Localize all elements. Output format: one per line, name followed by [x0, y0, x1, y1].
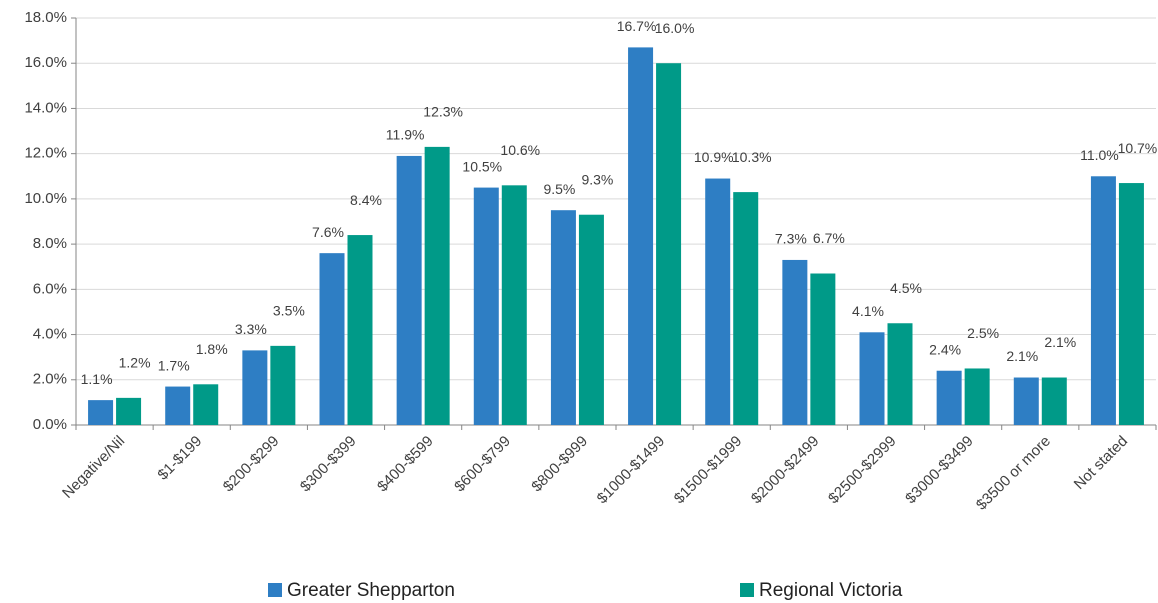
bar: [656, 63, 682, 425]
value-label: 2.4%: [929, 341, 961, 357]
bar: [396, 155, 422, 425]
bar: [964, 368, 990, 425]
value-label: 1.7%: [158, 357, 190, 373]
bar: [1090, 176, 1116, 425]
x-tick-label: Not stated: [1071, 433, 1131, 493]
bar: [578, 214, 604, 425]
value-label: 3.5%: [273, 303, 305, 319]
x-tick-label: $800-$999: [528, 433, 591, 496]
x-tick-label: $300-$399: [297, 433, 360, 496]
x-tick-label: $2500-$2999: [825, 433, 900, 508]
y-tick-label: 0.0%: [33, 416, 67, 433]
value-label: 9.3%: [581, 171, 613, 187]
value-label: 7.6%: [312, 224, 344, 240]
legend-item: Greater Shepparton: [268, 580, 455, 601]
value-label: 11.9%: [386, 127, 425, 143]
x-tick-label: $1000-$1499: [594, 433, 669, 508]
x-tick-label: Negative/Nil: [59, 433, 128, 502]
value-label: 6.7%: [813, 230, 845, 246]
bar: [705, 178, 731, 425]
bar: [733, 192, 759, 425]
y-tick-label: 18.0%: [24, 9, 67, 26]
value-label: 9.5%: [543, 181, 575, 197]
legend-item: Regional Victoria: [740, 580, 903, 601]
x-tick-label: $2000-$2499: [748, 433, 823, 508]
value-label: 1.8%: [196, 341, 228, 357]
value-label: 10.3%: [732, 149, 772, 165]
bar: [1118, 183, 1144, 425]
x-tick-label: $1500-$1999: [671, 433, 746, 508]
y-tick-label: 6.0%: [33, 280, 67, 297]
bar: [550, 210, 576, 425]
value-label: 12.3%: [423, 104, 463, 120]
value-label: 2.5%: [967, 325, 999, 341]
value-label: 16.0%: [655, 20, 695, 36]
value-label: 4.1%: [852, 303, 884, 319]
y-tick-label: 8.0%: [33, 235, 67, 252]
value-label: 16.7%: [617, 18, 657, 34]
value-label: 2.1%: [1044, 334, 1076, 350]
bar: [319, 253, 345, 425]
value-label: 8.4%: [350, 192, 382, 208]
bar: [424, 146, 450, 425]
y-tick-label: 4.0%: [33, 326, 67, 343]
bar: [270, 345, 296, 425]
bar: [242, 350, 268, 425]
legend-swatch: [740, 583, 754, 597]
y-tick-label: 14.0%: [24, 99, 67, 116]
legend-swatch: [268, 583, 282, 597]
bar: [1041, 377, 1067, 425]
value-label: 10.6%: [500, 142, 540, 158]
y-tick-label: 12.0%: [24, 145, 67, 162]
x-tick-label: $400-$599: [374, 433, 437, 496]
x-tick-label: $3500 or more: [973, 433, 1054, 514]
bar: [887, 323, 913, 425]
x-tick-label: $1-$199: [154, 433, 205, 484]
bar: [810, 273, 836, 425]
value-label: 2.1%: [1006, 348, 1038, 364]
y-tick-label: 2.0%: [33, 371, 67, 388]
x-tick-label: $600-$799: [451, 433, 514, 496]
bar: [116, 397, 142, 425]
bar: [936, 370, 962, 425]
bar: [628, 47, 654, 426]
bar: [859, 332, 885, 425]
value-label: 11.0%: [1080, 147, 1119, 163]
x-tick-label: $200-$299: [220, 433, 283, 496]
legend-label: Greater Shepparton: [287, 580, 455, 601]
value-label: 3.3%: [235, 321, 267, 337]
value-label: 4.5%: [890, 280, 922, 296]
bar: [473, 187, 499, 425]
y-tick-label: 10.0%: [24, 190, 67, 207]
bar: [1013, 377, 1039, 425]
value-label: 10.7%: [1118, 140, 1158, 156]
value-label: 1.1%: [81, 371, 113, 387]
bar: [347, 235, 373, 425]
bar: [88, 400, 114, 425]
x-tick-label: $3000-$3499: [902, 433, 977, 508]
bar: [165, 386, 191, 425]
value-label: 10.5%: [462, 158, 502, 174]
y-tick-label: 16.0%: [24, 54, 67, 71]
value-label: 10.9%: [694, 149, 734, 165]
bar: [501, 185, 527, 425]
bar: [193, 384, 219, 425]
value-label: 1.2%: [119, 355, 151, 371]
bar: [782, 259, 808, 425]
value-label: 7.3%: [775, 231, 807, 247]
legend-label: Regional Victoria: [759, 580, 903, 601]
